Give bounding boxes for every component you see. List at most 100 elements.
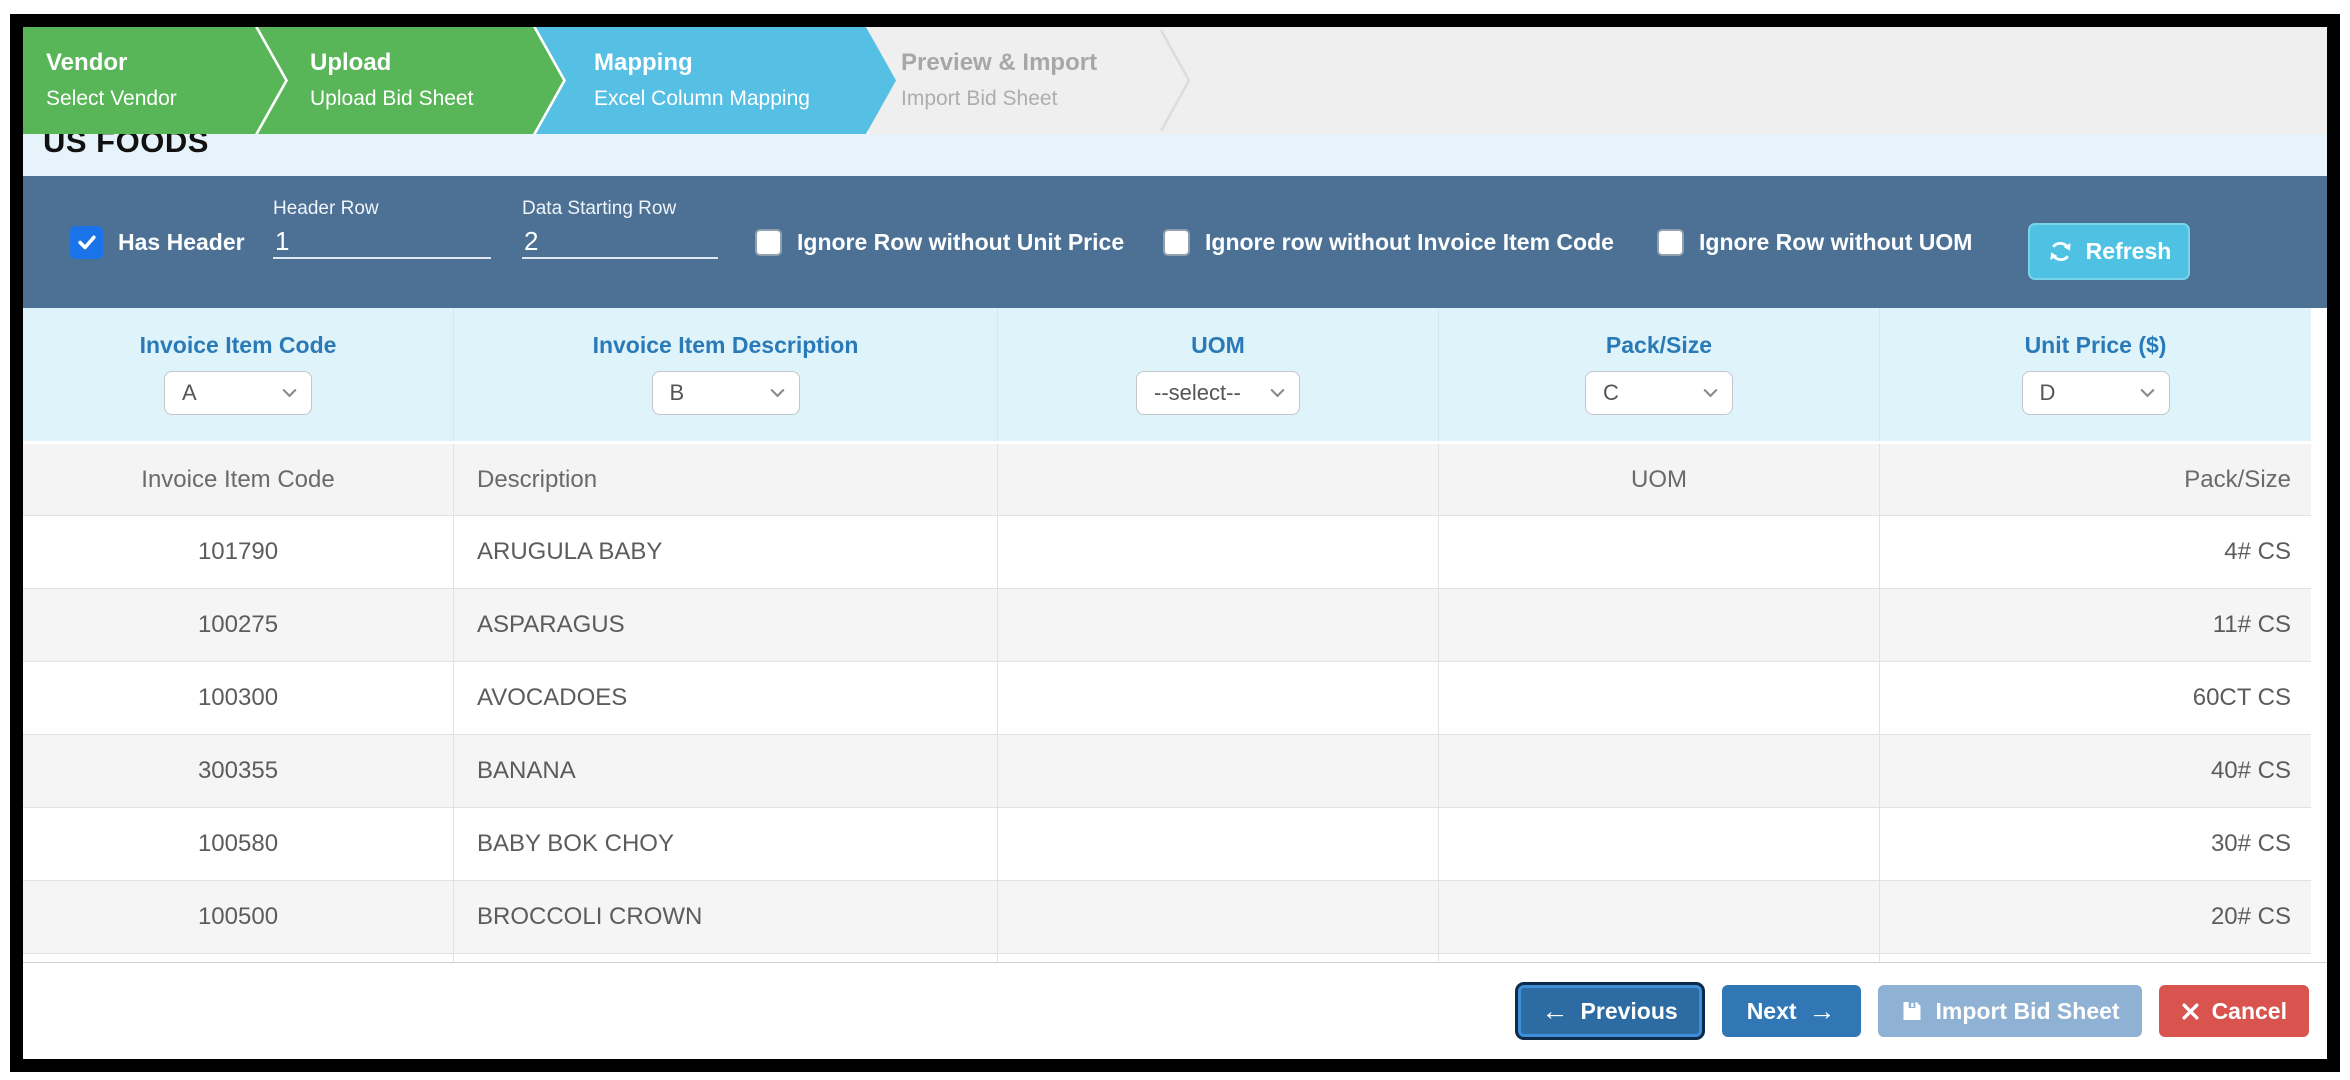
wizard-steps: Vendor Select Vendor Upload Upload Bid Shee…	[23, 27, 2327, 134]
window-frame: Vendor Select Vendor Upload Upload Bid Shee…	[10, 14, 2340, 1072]
ignore-row-without-uom-label: Ignore Row without UOM	[1699, 228, 1973, 255]
mapping-column-invoice-item-code: Invoice Item Code A	[23, 308, 454, 441]
table-cell	[1439, 735, 1880, 807]
ignore-row-without-unit-price-label: Ignore Row without Unit Price	[797, 228, 1125, 255]
step-subtitle: Upload Bid Sheet	[310, 87, 474, 110]
check-icon	[77, 235, 96, 250]
save-icon	[1903, 1002, 1921, 1020]
preview-table-body: 101790 ARUGULA BABY 4# CS 100275 ASPARAGUS 11…	[23, 516, 2327, 954]
data-starting-row-input[interactable]: 2	[522, 226, 718, 259]
wizard-step-upload[interactable]: Upload Upload Bid Sheet	[258, 27, 563, 134]
table-cell: AVOCADOES	[454, 662, 998, 734]
wizard-step-vendor[interactable]: Vendor Select Vendor	[23, 27, 285, 134]
close-icon	[2182, 1002, 2199, 1020]
table-cell	[1439, 881, 1880, 953]
arrow-left-icon: ←	[1541, 995, 1569, 1026]
mapping-select-pack-size[interactable]: C	[1585, 371, 1733, 415]
import-bid-sheet-button[interactable]: Import Bid Sheet	[1877, 985, 2142, 1037]
data-starting-row-field: Data Starting Row 2	[522, 176, 718, 259]
chevron-down-icon	[1270, 388, 1285, 398]
mapping-select-invoice-item-description[interactable]: B	[651, 371, 800, 415]
table-cell	[998, 516, 1439, 588]
ignore-group-2: Ignore Row without UOM	[1657, 176, 1972, 308]
table-cell	[998, 808, 1439, 880]
mapping-toolbar: Has Header Header Row 1 Data Starting Ro…	[23, 176, 2327, 308]
preview-header-cell: UOM	[1439, 444, 1880, 515]
step-title: Upload	[310, 49, 392, 76]
preview-header-cell: Invoice Item Code	[23, 444, 454, 515]
preview-table-header: Invoice Item Code Description UOM Pack/Size	[23, 444, 2311, 516]
table-cell: 60CT CS	[2192, 684, 2291, 711]
wizard-step-preview-import[interactable]: Preview & Import Import Bid Sheet	[869, 27, 2327, 134]
next-button[interactable]: Next →	[1721, 985, 1861, 1037]
arrow-right-icon: →	[1808, 995, 1836, 1026]
step-subtitle: Select Vendor	[46, 87, 177, 110]
mapping-select-uom[interactable]: --select--	[1136, 371, 1300, 415]
step-subtitle: Import Bid Sheet	[901, 87, 1058, 110]
previous-label: Previous	[1580, 997, 1678, 1024]
selected-value: A	[182, 380, 197, 405]
preview-header-cell: Pack/Size	[2184, 465, 2291, 493]
previous-button[interactable]: ← Previous	[1514, 982, 1705, 1040]
footer-actions: ← Previous Next → Import Bid Sheet Cance…	[23, 962, 2327, 1059]
column-mapping-band: Invoice Item Code A Invoice Item Descripti…	[23, 308, 2311, 441]
has-header-checkbox[interactable]	[70, 225, 103, 259]
pending-step-chevron-outline	[1159, 29, 1191, 132]
header-row-field: Header Row 1	[273, 176, 491, 259]
chevron-down-icon	[282, 388, 297, 398]
table-cell	[998, 662, 1439, 734]
table-cell: 20# CS	[2210, 903, 2291, 930]
table-cell: BANANA	[454, 735, 998, 807]
table-cell: ASPARAGUS	[454, 589, 998, 661]
ignore-row-without-uom-checkbox[interactable]	[1657, 228, 1684, 256]
mapping-select-unit-price[interactable]: D	[2021, 371, 2170, 415]
mapping-column-label: Unit Price ($)	[2024, 332, 2167, 358]
mapping-column-label: Invoice Item Description	[592, 332, 859, 358]
mapping-select-invoice-item-code[interactable]: A	[164, 371, 312, 415]
chevron-down-icon	[2139, 388, 2155, 398]
table-cell: 100275	[23, 589, 454, 661]
mapping-column-pack-size: Pack/Size C	[1439, 308, 1880, 441]
header-row-input[interactable]: 1	[273, 226, 491, 259]
page-content: Vendor Select Vendor Upload Upload Bid Shee…	[23, 27, 2327, 1059]
step-title: Mapping	[594, 49, 693, 76]
data-starting-row-label: Data Starting Row	[522, 198, 677, 219]
selected-value: B	[669, 380, 685, 405]
table-row: 100275 ASPARAGUS 11# CS	[23, 589, 2311, 662]
table-cell	[998, 589, 1439, 661]
table-cell	[1439, 589, 1880, 661]
table-cell: ARUGULA BABY	[454, 516, 998, 588]
chevron-down-icon	[1703, 388, 1718, 398]
table-cell: BROCCOLI CROWN	[454, 881, 998, 953]
ignore-row-without-unit-price-checkbox[interactable]	[755, 228, 782, 256]
preview-header-cell	[998, 444, 1439, 515]
selected-value: C	[1603, 380, 1619, 405]
wizard-step-mapping[interactable]: Mapping Excel Column Mapping	[536, 27, 896, 134]
refresh-label: Refresh	[2085, 238, 2172, 264]
table-cell	[1439, 516, 1880, 588]
cancel-label: Cancel	[2211, 997, 2287, 1024]
table-cell	[1439, 662, 1880, 734]
mapping-column-label: UOM	[1191, 332, 1245, 358]
selected-value: --select--	[1154, 380, 1241, 405]
refresh-button[interactable]: Refresh	[2028, 223, 2190, 280]
table-cell: 100580	[23, 808, 454, 880]
table-row: 100500 BROCCOLI CROWN 20# CS	[23, 881, 2311, 954]
step-title: Preview & Import	[901, 49, 1098, 76]
preview-table: Invoice Item Code Description UOM Pack/Size…	[23, 444, 2327, 970]
mapping-column-uom: UOM --select--	[998, 308, 1439, 441]
vendor-band: US FOODS	[23, 134, 2327, 176]
table-row: 300355 BANANA 40# CS	[23, 735, 2311, 808]
has-header-label: Has Header	[118, 228, 245, 255]
step-title: Vendor	[46, 49, 128, 76]
table-cell: 101790	[23, 516, 454, 588]
table-cell: 100300	[23, 662, 454, 734]
ignore-group-0: Ignore Row without Unit Price	[755, 176, 1124, 308]
table-cell	[998, 881, 1439, 953]
cancel-button[interactable]: Cancel	[2158, 985, 2309, 1037]
table-cell: 300355	[23, 735, 454, 807]
ignore-row-without-invoice-item-code-checkbox[interactable]	[1163, 228, 1190, 256]
table-cell: 4# CS	[2224, 538, 2291, 565]
ignore-group-1: Ignore row without Invoice Item Code	[1163, 176, 1614, 308]
selected-value: D	[2039, 380, 2056, 405]
